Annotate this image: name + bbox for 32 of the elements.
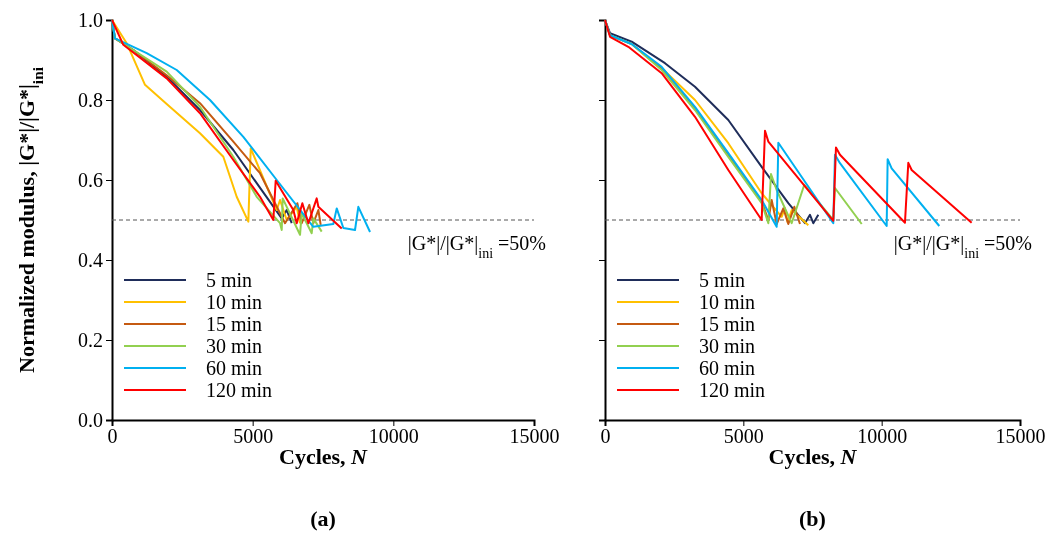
legend-label: 15 min [699, 313, 756, 335]
legend-label: 120 min [206, 379, 273, 401]
x-tick-label: 5000 [233, 425, 274, 448]
text: (a) [310, 506, 336, 531]
legend-label: 5 min [206, 269, 253, 291]
legend-label: 15 min [206, 313, 263, 335]
legend-label: 10 min [699, 291, 756, 313]
text: (b) [799, 506, 826, 531]
x-tick-label: 10000 [857, 425, 908, 448]
x-tick-label: 0 [107, 425, 118, 448]
legend-label: 30 min [699, 335, 756, 357]
y-tick-label: 0.2 [78, 328, 103, 351]
x-axis-title: Cycles, N [279, 444, 369, 469]
y-tick-label: 0.6 [78, 168, 103, 191]
ref-line-label: |G*|/|G*|$_{ini}$ =50% [893, 232, 1032, 261]
legend-label: 120 min [699, 379, 766, 401]
legend-label: 5 min [699, 269, 746, 291]
y-tick-label: 0.0 [78, 408, 103, 431]
x-axis-title: Cycles, N [768, 444, 858, 469]
ref-line-label: |G*|/|G*|$_{ini}$ =50% [407, 232, 546, 261]
y-tick-label: 0.4 [78, 248, 103, 271]
legend-label: 60 min [206, 357, 263, 379]
x-tick-label: 15000 [995, 425, 1046, 448]
x-tick-label: 0 [600, 425, 611, 448]
legend-label: 60 min [699, 357, 756, 379]
x-tick-label: 5000 [723, 425, 764, 448]
y-tick-label: 0.8 [78, 88, 103, 111]
legend-label: 30 min [206, 335, 263, 357]
x-tick-label: 15000 [509, 425, 560, 448]
legend-label: 10 min [206, 291, 263, 313]
x-tick-label: 10000 [368, 425, 419, 448]
y-tick-label: 1.0 [78, 8, 103, 31]
